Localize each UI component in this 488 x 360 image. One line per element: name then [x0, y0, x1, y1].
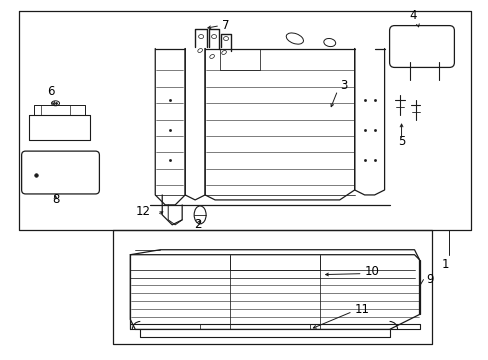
Text: 8: 8: [52, 193, 59, 206]
Text: 6: 6: [47, 85, 54, 98]
Text: 12: 12: [136, 205, 150, 218]
Text: 5: 5: [397, 135, 405, 148]
Text: 7: 7: [222, 19, 229, 32]
Text: 1: 1: [441, 258, 448, 271]
Text: 3: 3: [339, 79, 346, 92]
Text: 10: 10: [364, 265, 379, 278]
Text: 9: 9: [426, 273, 433, 286]
Text: 2: 2: [194, 218, 202, 231]
Text: 11: 11: [354, 303, 369, 316]
Text: 4: 4: [409, 9, 416, 22]
